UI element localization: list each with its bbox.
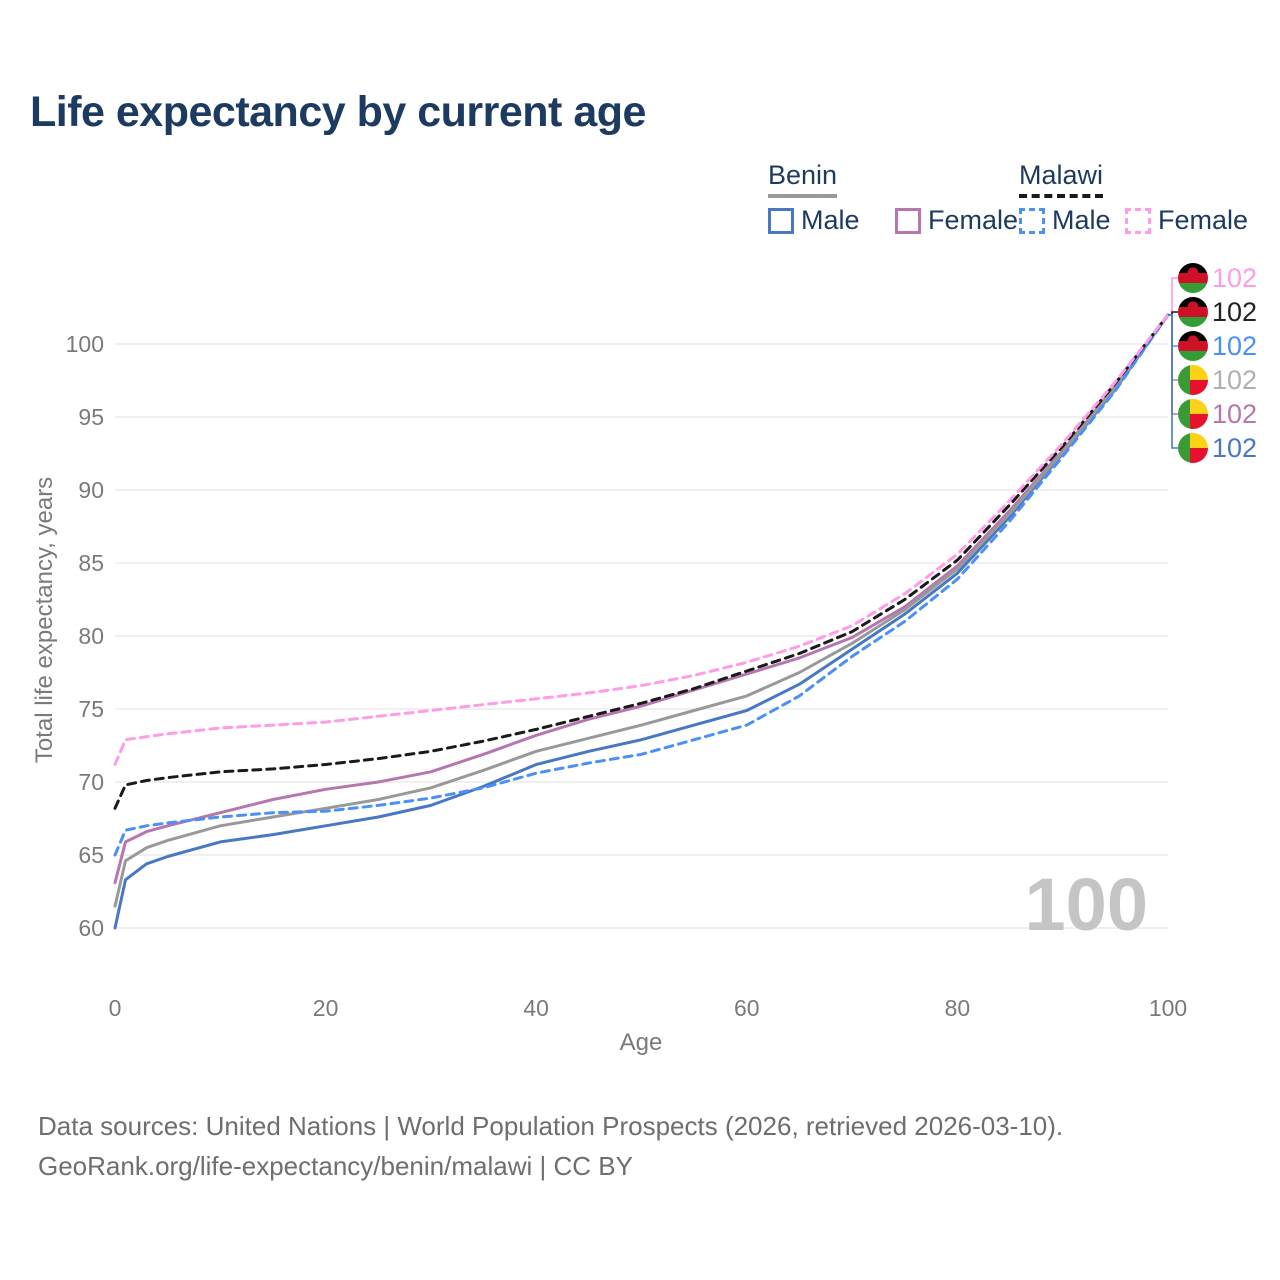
- malawi-female-swatch-icon: [1125, 207, 1151, 234]
- y-tick-label: 85: [78, 550, 104, 576]
- x-tick-label: 20: [313, 995, 339, 1021]
- y-tick-label: 60: [78, 915, 104, 941]
- age-counter-watermark: 100: [1024, 863, 1148, 946]
- malawi-flag-icon: [1178, 263, 1208, 293]
- benin-flag-icon: [1178, 399, 1208, 429]
- benin-flag-icon: [1178, 365, 1208, 395]
- x-tick-label: 60: [734, 995, 760, 1021]
- end-label-connector: [1168, 314, 1178, 415]
- x-axis-title: Age: [620, 1029, 663, 1056]
- y-tick-label: 75: [78, 696, 104, 722]
- y-tick-label: 90: [78, 477, 104, 503]
- legend-item-benin-male[interactable]: Male: [768, 205, 860, 236]
- line-benin-female: [113, 313, 1170, 885]
- footer-data-sources: Data sources: United Nations | World Pop…: [38, 1111, 1064, 1141]
- end-label-malawi-total: 102: [1212, 297, 1257, 327]
- y-tick-label: 65: [78, 842, 104, 868]
- footer-attribution: Data sources: United Nations | World Pop…: [38, 1106, 1063, 1186]
- legend-item-label: Female: [928, 205, 1019, 235]
- end-label-malawi-male: 102: [1212, 331, 1257, 361]
- benin-male-swatch-icon: [768, 207, 794, 234]
- line-benin-total: [113, 313, 1170, 908]
- footer-license-link: GeoRank.org/life-expectancy/benin/malawi…: [38, 1151, 633, 1181]
- end-label-connector: [1168, 314, 1178, 347]
- end-label-connector: [1168, 277, 1178, 316]
- legend-group-malawi[interactable]: Malawi: [1019, 160, 1104, 198]
- malawi-flag-icon: [1178, 297, 1208, 327]
- line-malawi-total: [113, 313, 1170, 810]
- malawi-male-swatch-icon: [1019, 207, 1045, 234]
- legend-item-label: Female: [1158, 205, 1249, 235]
- chart-legend: Benin Malawi Male Female Male Female: [768, 160, 1248, 240]
- benin-female-swatch-icon: [895, 207, 921, 234]
- end-label-connector: [1168, 314, 1178, 449]
- line-benin-male: [113, 313, 1170, 930]
- end-label-benin-male: 102: [1212, 433, 1257, 463]
- malawi-flag-icon: [1178, 331, 1208, 361]
- y-tick-label: 95: [78, 404, 104, 430]
- x-tick-label: 100: [1149, 995, 1187, 1021]
- end-label-malawi-female: 102: [1212, 263, 1257, 293]
- legend-item-malawi-male[interactable]: Male: [1019, 205, 1111, 236]
- page-title: Life expectancy by current age: [30, 88, 646, 136]
- end-label-benin-total: 102: [1212, 365, 1257, 395]
- x-tick-label: 0: [109, 995, 122, 1021]
- x-tick-label: 40: [523, 995, 549, 1021]
- end-label-connector: [1168, 314, 1178, 381]
- legend-item-label: Male: [1052, 205, 1111, 235]
- line-malawi-male: [113, 313, 1170, 857]
- end-label-benin-female: 102: [1212, 399, 1257, 429]
- y-tick-label: 80: [78, 623, 104, 649]
- y-tick-label: 70: [78, 769, 104, 795]
- legend-item-malawi-female[interactable]: Female: [1125, 205, 1248, 236]
- x-tick-label: 80: [945, 995, 971, 1021]
- legend-item-benin-female[interactable]: Female: [895, 205, 1018, 236]
- legend-item-label: Male: [801, 205, 860, 235]
- benin-flag-icon: [1178, 433, 1208, 463]
- legend-group-benin[interactable]: Benin: [768, 160, 838, 198]
- y-axis-title: Total life expectancy, years: [31, 477, 58, 763]
- y-tick-label: 100: [66, 331, 104, 357]
- line-malawi-female: [113, 313, 1170, 766]
